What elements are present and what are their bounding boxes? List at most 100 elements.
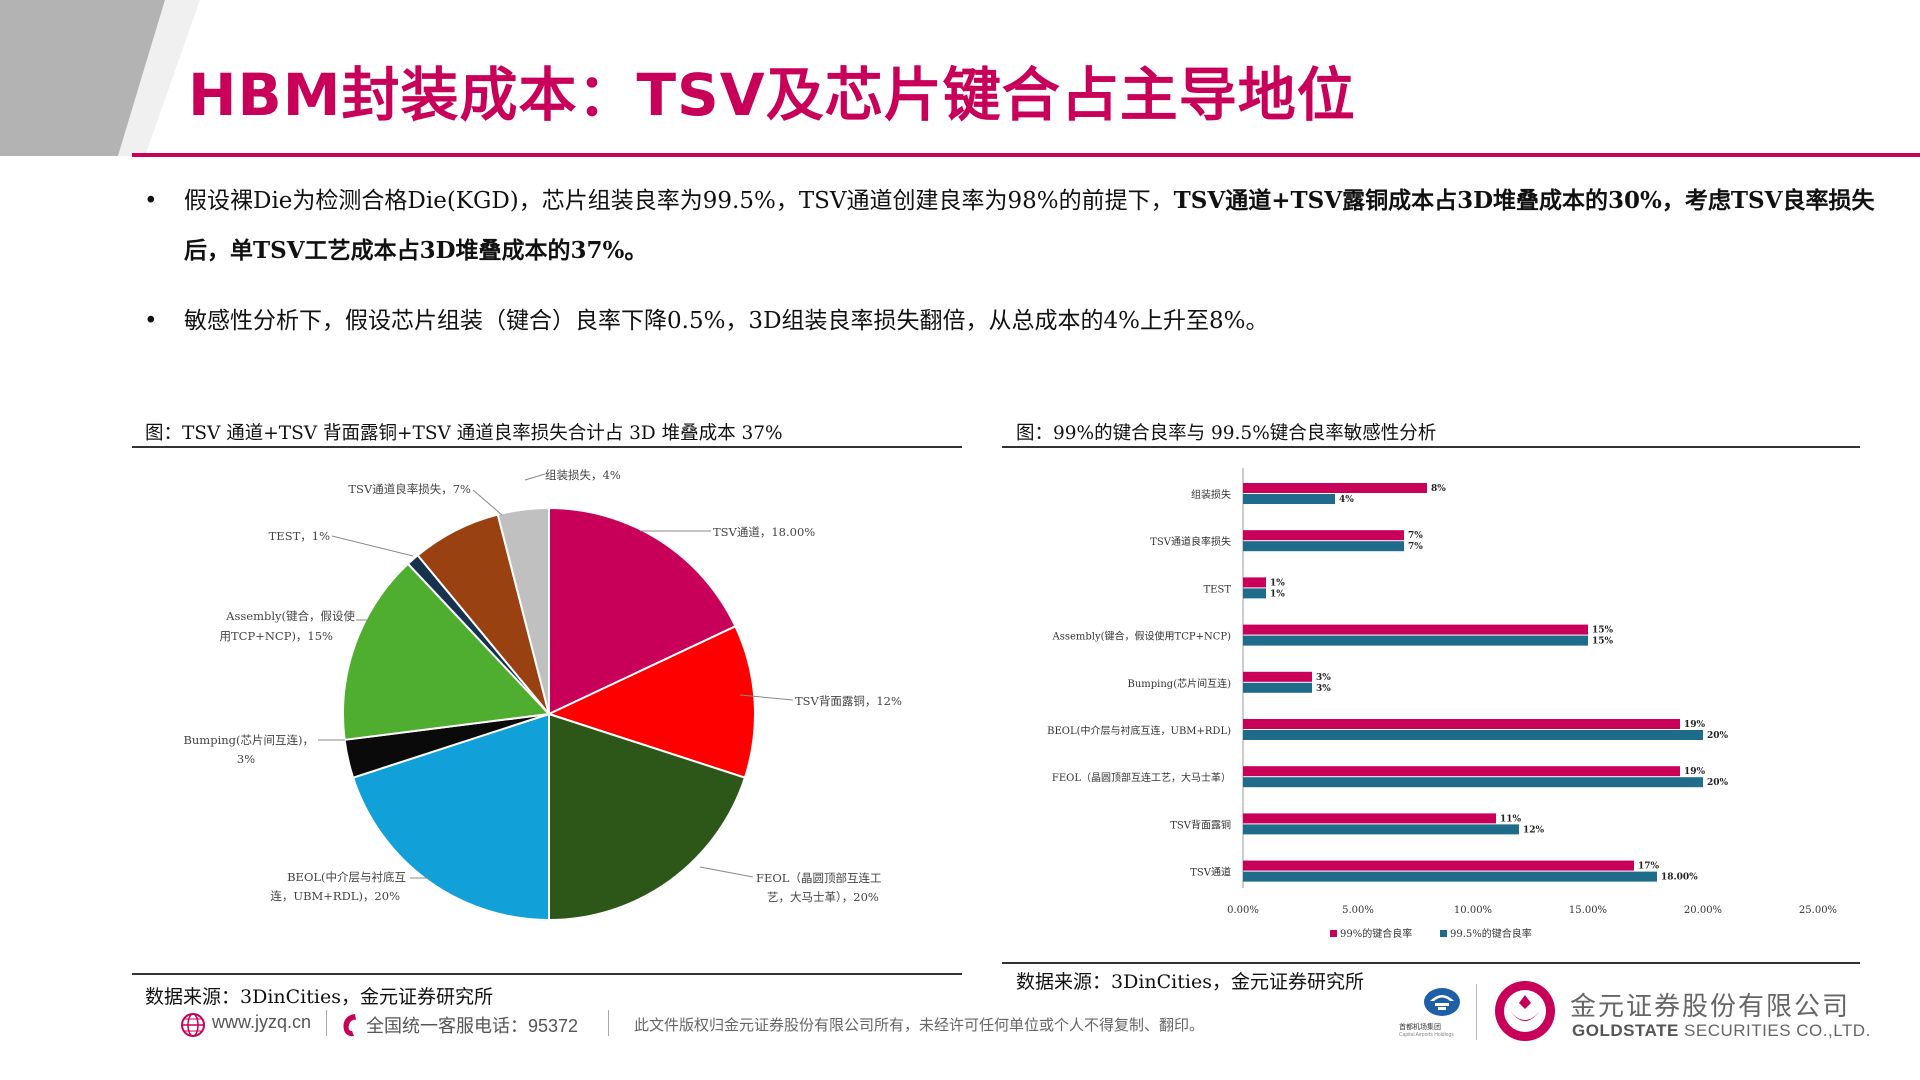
pie-slice-2 — [548, 712, 747, 922]
bar-x-tick-label: 0.00% — [1227, 905, 1259, 916]
bar-yield-99 — [1243, 577, 1266, 588]
logo-divider — [1476, 984, 1477, 1040]
right-figure-caption: 图：99%的键合良率与 99.5%键合良率敏感性分析 — [1016, 423, 1437, 444]
airport-logo — [1424, 988, 1460, 1016]
bar-yield-99 — [1243, 766, 1680, 777]
bar-data-label: 19% — [1684, 767, 1706, 777]
bullet-item-1: 假设裸Die为检测合格Die(KGD)，芯片组装良率为99.5%，TSV通道创建… — [140, 176, 1880, 276]
pie-label-assembly-line1: Assembly(键合，假设使 — [225, 609, 355, 623]
goldstate-logo — [1495, 981, 1555, 1041]
pie-chart: TSV通道，18.00% TSV背面露铜，12% FEOL（晶圆顶部互连工 艺，… — [183, 468, 902, 922]
bar-yield-99 — [1243, 860, 1634, 871]
pie-leader-line-7 — [472, 489, 503, 516]
bar-data-label: 1% — [1270, 589, 1285, 599]
pie-slice-5 — [342, 562, 552, 741]
bar-data-label: 19% — [1684, 720, 1706, 730]
bar-category-label: Bumping(芯片间互连) — [1127, 677, 1231, 690]
bullet-1-text: 假设裸Die为检测合格Die(KGD)，芯片组装良率为99.5%，TSV通道创建… — [184, 188, 1174, 214]
bar-yield-99 — [1243, 671, 1312, 682]
left-figure-source: 数据来源：3DinCities，金元证券研究所 — [145, 986, 493, 1008]
bar-yield-99 — [1243, 719, 1680, 729]
bar-data-label: 17% — [1638, 862, 1660, 872]
bar-x-tick-label: 20.00% — [1684, 905, 1722, 916]
page-title: HBM封装成本：TSV及芯片键合占主导地位 — [188, 61, 1356, 129]
bar-category-label: TEST — [1204, 584, 1232, 595]
bar-legend-label: 99%的键合良率 — [1340, 927, 1412, 940]
airport-group-name: 首都机场集团 — [1399, 1024, 1441, 1031]
pie-leader-line-1 — [739, 694, 794, 701]
bullet-1-bold-text: TSV通道+TSV露铜成本占3D堆叠成本的30%，考虑TSV良率损失后，单TSV… — [184, 187, 1875, 264]
bar-yield-995 — [1243, 824, 1519, 835]
bar-yield-995 — [1243, 635, 1588, 646]
bar-data-label: 11% — [1500, 814, 1522, 824]
bar-yield-995 — [1243, 588, 1266, 599]
pie-slice-3 — [351, 712, 550, 922]
bar-yield-99 — [1243, 813, 1496, 824]
bar-category-label: Assembly(键合，假设使用TCP+NCP) — [1052, 630, 1232, 643]
pie-label-feol-line1: FEOL（晶圆顶部互连工 — [756, 871, 881, 885]
footer-hotline: 全国统一客服电话：95372 — [366, 1016, 579, 1036]
bar-data-label: 15% — [1592, 626, 1614, 636]
bar-category-label: TSV通道良率损失 — [1150, 535, 1231, 548]
bar-category-label: TSV通道 — [1190, 866, 1231, 879]
bar-legend-swatch — [1330, 930, 1337, 937]
bar-yield-99 — [1243, 624, 1588, 635]
header-decoration — [0, 0, 200, 156]
left-figure-caption: 图：TSV 通道+TSV 背面露铜+TSV 通道良率损失合计占 3D 堆叠成本 … — [145, 423, 783, 444]
right-source-rule — [1002, 962, 1860, 964]
bar-data-label: 1% — [1270, 578, 1285, 588]
bar-data-label: 7% — [1408, 531, 1423, 541]
bar-yield-995 — [1243, 541, 1404, 552]
company-name-cn: 金元证券股份有限公司 — [1570, 991, 1851, 1021]
pie-label-test: TEST，1% — [269, 529, 330, 543]
pie-label-assembly-loss: 组装损失，4% — [545, 468, 621, 482]
pie-slice-8 — [496, 506, 550, 715]
bar-data-label: 4% — [1339, 495, 1354, 505]
bar-category-label: BEOL(中介层与衬底互连，UBM+RDL) — [1047, 724, 1231, 737]
bar-yield-99 — [1243, 530, 1404, 541]
bar-data-label: 20% — [1707, 778, 1729, 788]
pie-label-beol-line1: BEOL(中介层与衬底互 — [287, 870, 406, 884]
bar-yield-995 — [1243, 494, 1335, 504]
bar-legend-swatch — [1440, 930, 1447, 937]
footer-divider-2 — [608, 1010, 609, 1036]
bar-data-label: 15% — [1592, 637, 1614, 647]
pie-label-tsv-back: TSV背面露铜，12% — [795, 694, 902, 708]
bar-data-label: 12% — [1523, 825, 1545, 835]
phone-icon — [343, 1014, 356, 1037]
pie-label-feol-line2: 艺，大马士革），20% — [767, 890, 879, 904]
bar-legend-label: 99.5%的键合良率 — [1450, 927, 1532, 940]
bar-data-label: 3% — [1316, 673, 1331, 683]
bullet-2-text: 敏感性分析下，假设芯片组装（键合）良率下降0.5%，3D组装良率损失翻倍，从总成… — [184, 308, 1269, 334]
bar-category-label: 组装损失 — [1191, 488, 1231, 501]
footer-divider-1 — [326, 1010, 327, 1036]
bar-yield-99 — [1243, 483, 1427, 493]
pie-slice-0 — [548, 506, 737, 716]
bar-category-label: FEOL（晶圆顶部互连工艺，大马士革） — [1052, 771, 1231, 784]
bar-yield-995 — [1243, 777, 1703, 788]
right-figure-source: 数据来源：3DinCities，金元证券研究所 — [1016, 971, 1364, 993]
airport-group-subtitle: Capital Airports Holdings — [1399, 1032, 1454, 1038]
left-caption-rule — [132, 446, 962, 448]
bullet-item-2: 敏感性分析下，假设芯片组装（键合）良率下降0.5%，3D组装良率损失翻倍，从总成… — [140, 296, 1880, 346]
pie-label-assembly-line2: 用TCP+NCP)，15% — [220, 629, 334, 643]
pie-leader-line-8 — [524, 473, 546, 481]
pie-label-beol-line2: 连，UBM+RDL)，20% — [270, 889, 400, 903]
right-caption-rule — [1002, 446, 1860, 448]
bar-yield-995 — [1243, 871, 1657, 882]
pie-label-bumping-line2: 3% — [237, 752, 255, 766]
footer-website[interactable]: www.jyzq.cn — [212, 1012, 312, 1032]
company-name-en: GOLDSTATE SECURITIES CO.,LTD. — [1572, 1021, 1871, 1041]
left-source-rule — [132, 973, 962, 975]
bar-x-tick-label: 10.00% — [1454, 905, 1492, 916]
bar-data-label: 20% — [1707, 731, 1729, 741]
bar-data-label: 7% — [1408, 542, 1423, 552]
pie-leader-line-2 — [699, 866, 754, 878]
bar-data-label: 3% — [1316, 684, 1331, 694]
company-name-en-bold: GOLDSTATE — [1572, 1021, 1679, 1040]
title-underline — [132, 153, 1920, 157]
pie-label-tsv-yield-loss: TSV通道良率损失，7% — [348, 482, 471, 496]
bar-data-label: 8% — [1431, 484, 1446, 494]
bar-yield-995 — [1243, 682, 1312, 693]
footer-copyright-notice: 此文件版权归金元证券股份有限公司所有，未经许可任何单位或个人不得复制、翻印。 — [634, 1017, 1205, 1034]
